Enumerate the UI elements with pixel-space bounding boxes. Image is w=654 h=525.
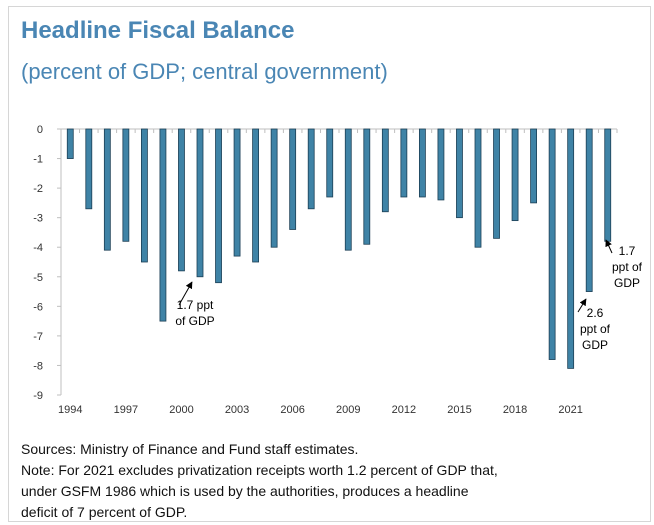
bar-2004 — [252, 128, 260, 263]
x-tick-label: 2003 — [225, 404, 249, 416]
annotation-text: ppt of — [612, 260, 643, 274]
y-tick-label: -8 — [33, 360, 43, 372]
bar-1999 — [159, 128, 167, 322]
y-tick-label: -1 — [33, 154, 43, 166]
y-tick-label: -6 — [33, 301, 43, 313]
annotation-text: GDP — [614, 276, 640, 290]
bar-2009 — [344, 128, 352, 251]
annotation-text: 1.7 ppt — [177, 298, 214, 312]
bar-2015 — [456, 128, 463, 219]
bar-2022 — [585, 128, 593, 292]
y-tick-label: 0 — [37, 124, 43, 136]
annotation-arrow — [577, 298, 587, 313]
x-tick-label: 2015 — [447, 404, 471, 416]
annotation-text: GDP — [582, 338, 608, 352]
x-tick-label: 1994 — [58, 404, 82, 416]
bar-2020 — [548, 128, 556, 360]
bar-2006 — [289, 128, 297, 230]
bar-1996 — [103, 128, 111, 251]
note-line-2: under GSFM 1986 which is used by the aut… — [21, 483, 469, 499]
x-tick-label: 2018 — [503, 404, 527, 416]
y-tick-label: -3 — [33, 213, 43, 225]
bar-1997 — [122, 128, 130, 242]
bar-2014 — [437, 128, 445, 201]
bar-2008 — [326, 128, 334, 198]
bar-2000 — [178, 128, 185, 272]
bar-2010 — [363, 128, 371, 245]
x-tick-label: 2000 — [169, 404, 193, 416]
chart-subtitle: (percent of GDP; central government) — [21, 59, 388, 84]
bar-2023 — [604, 128, 612, 242]
bar-2001 — [196, 128, 204, 278]
bar-2011 — [381, 128, 389, 213]
x-tick-label: 2012 — [392, 404, 416, 416]
chart-frame: Headline Fiscal Balance (percent of GDP;… — [8, 6, 651, 522]
y-tick-label: -9 — [33, 390, 43, 402]
annotation-text: ppt of — [580, 322, 611, 336]
bar-1994 — [66, 128, 74, 159]
bar-2016 — [474, 128, 482, 248]
bar-chart: 0 -1 -2 -3 -4 -5 -6 -7 -8 -9 1994 1997 2000 2003 2006 2… — [33, 124, 643, 416]
chart-footer: Sources: Ministry of Finance and Fund st… — [21, 439, 641, 521]
annotation-text: 1.7 — [619, 244, 636, 258]
bar-1998 — [140, 128, 148, 263]
bar-2019 — [530, 128, 537, 204]
y-tick-label: -7 — [33, 331, 43, 343]
bar-2021 — [567, 128, 575, 369]
y-tick-label: -4 — [33, 242, 43, 254]
bar-2005 — [270, 128, 278, 248]
sources-text: Sources: Ministry of Finance and Fund st… — [21, 441, 359, 457]
bar-2017 — [493, 128, 500, 239]
note-line-1: Note: For 2021 excludes privatization re… — [21, 462, 498, 478]
note-line-3: deficit of 7 percent of GDP. — [21, 504, 188, 520]
annotation-text: of GDP — [175, 314, 214, 328]
bar-2013 — [418, 128, 426, 198]
y-tick-label: -2 — [33, 183, 43, 195]
annotation-text: 2.6 — [587, 306, 604, 320]
bar-2007 — [307, 128, 315, 210]
annotation-arrow — [605, 239, 613, 254]
bar-2003 — [233, 128, 241, 257]
bar-2012 — [400, 128, 408, 198]
y-tick-label: -5 — [33, 272, 43, 284]
bar-2002 — [215, 128, 222, 284]
annotation-arrow — [178, 281, 193, 306]
x-tick-label: 2006 — [280, 404, 304, 416]
x-tick-label: 2009 — [336, 404, 360, 416]
bar-2018 — [511, 128, 519, 222]
x-tick-label: 1997 — [114, 404, 138, 416]
x-tick-label: 2021 — [558, 404, 582, 416]
bar-1995 — [85, 128, 93, 210]
chart-title: Headline Fiscal Balance — [21, 17, 295, 44]
